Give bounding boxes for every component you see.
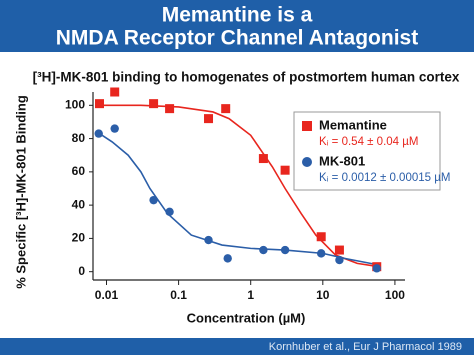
data-point	[335, 255, 344, 265]
legend-box	[293, 111, 441, 191]
x-tick-label: 1	[247, 288, 254, 302]
data-point	[317, 249, 326, 258]
data-point	[334, 245, 344, 255]
legend-note: Kᵢ = 0.0012 ± 0.00015 µM	[319, 172, 450, 184]
legend-label: Memantine	[319, 117, 387, 132]
data-point	[221, 104, 231, 114]
legend-marker	[302, 157, 312, 167]
source: Kornhuber et al., Eur J Pharmacol 1989	[269, 341, 462, 353]
x-tick-label: 0.1	[170, 288, 187, 302]
legend-label: MK-801	[319, 153, 365, 168]
y-tick-label: 80	[72, 131, 86, 145]
x-axis-label: Concentration (µM)	[187, 310, 306, 325]
data-point	[204, 114, 214, 124]
y-tick-label: 60	[72, 164, 86, 178]
data-point	[204, 235, 213, 245]
data-point	[223, 254, 232, 263]
fit-curve	[99, 104, 380, 268]
data-point	[372, 264, 381, 273]
legend-marker	[302, 121, 312, 131]
data-point	[110, 124, 119, 133]
legend-note: Kᵢ = 0.54 ± 0.04 µM	[319, 136, 418, 148]
x-tick-label: 0.01	[95, 288, 119, 302]
data-point	[165, 104, 175, 114]
data-point	[258, 154, 268, 164]
data-point	[259, 245, 268, 255]
data-point	[110, 87, 120, 97]
chart-title: NMDA Receptor Channel Antagonist	[56, 27, 418, 50]
data-point	[94, 129, 103, 138]
chart-title: Memantine is a	[162, 4, 313, 27]
chart-subtitle: [³H]-MK-801 binding to homogenates of po…	[33, 70, 460, 85]
y-axis-label: % Specific [³H]-MK-801 Binding	[13, 95, 28, 289]
data-point	[149, 99, 159, 109]
x-tick-label: 10	[316, 288, 330, 302]
data-point	[165, 207, 174, 216]
y-tick-label: 20	[72, 231, 86, 245]
data-point	[280, 245, 290, 255]
y-tick-label: 0	[78, 264, 85, 278]
y-tick-label: 40	[72, 197, 86, 211]
title-bar	[0, 0, 474, 52]
data-point	[280, 165, 290, 175]
data-point	[316, 232, 326, 242]
data-point	[95, 99, 105, 109]
footer-bar	[0, 338, 474, 355]
x-tick-label: 100	[385, 288, 405, 302]
data-point	[149, 195, 158, 205]
y-tick-label: 100	[65, 97, 85, 111]
